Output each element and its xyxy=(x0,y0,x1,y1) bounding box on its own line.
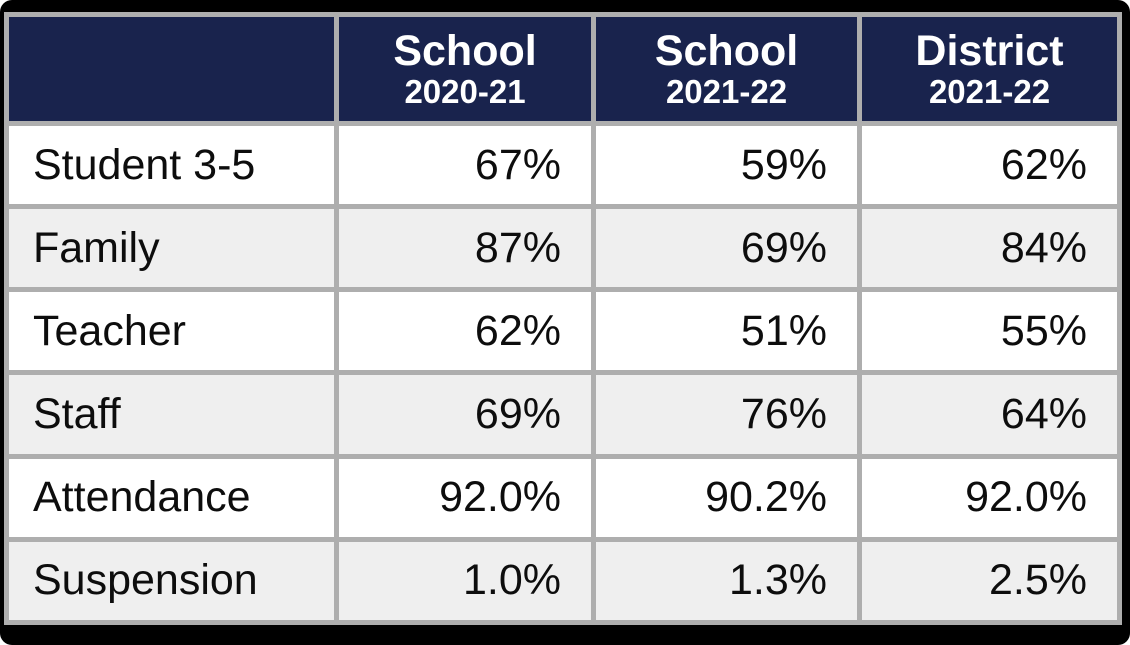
value-cell: 2.5% xyxy=(862,541,1117,620)
column-header-subtitle: 2020-21 xyxy=(404,73,526,111)
value-cell: 62% xyxy=(339,292,591,371)
value-cell: 62% xyxy=(862,126,1117,205)
column-header: School 2020-21 xyxy=(339,17,591,121)
column-header-title: School xyxy=(654,26,799,75)
value-cell: 90.2% xyxy=(596,458,857,537)
column-header-title: School xyxy=(393,26,537,75)
column-header-subtitle: 2021-22 xyxy=(928,73,1051,111)
value-cell: 67% xyxy=(339,126,591,205)
row-label: Suspension xyxy=(9,541,334,620)
column-header-title: District xyxy=(915,26,1064,75)
row-label: Teacher xyxy=(9,292,334,371)
value-cell: 92.0% xyxy=(862,458,1117,537)
value-cell: 1.3% xyxy=(596,541,857,620)
column-header-subtitle: 2021-22 xyxy=(665,73,788,111)
row-label: Staff xyxy=(9,375,334,454)
value-cell: 87% xyxy=(339,209,591,288)
value-cell: 84% xyxy=(862,209,1117,288)
row-label: Attendance xyxy=(9,458,334,537)
row-label: Student 3-5 xyxy=(9,126,334,205)
column-header: School 2021-22 xyxy=(596,17,857,121)
value-cell: 69% xyxy=(596,209,857,288)
value-cell: 59% xyxy=(596,126,857,205)
stats-table: School 2020-21 School 2021-22 District 2021-2… xyxy=(4,12,1122,625)
value-cell: 55% xyxy=(862,292,1117,371)
value-cell: 92.0% xyxy=(339,458,591,537)
row-label: Family xyxy=(9,209,334,288)
column-header: District 2021-22 xyxy=(862,17,1117,121)
value-cell: 51% xyxy=(596,292,857,371)
value-cell: 76% xyxy=(596,375,857,454)
value-cell: 64% xyxy=(862,375,1117,454)
value-cell: 1.0% xyxy=(339,541,591,620)
corner-header-cell xyxy=(9,17,334,121)
value-cell: 69% xyxy=(339,375,591,454)
